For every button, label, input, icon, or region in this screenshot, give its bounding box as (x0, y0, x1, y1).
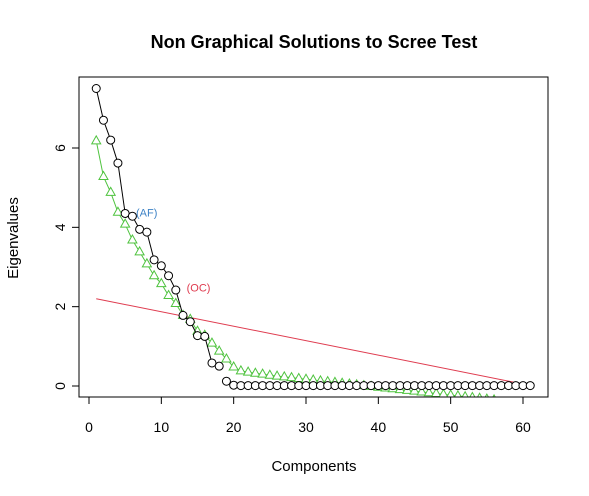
af-point (257, 368, 268, 378)
af-point (293, 372, 305, 382)
af-point (264, 369, 276, 379)
af-point (228, 360, 240, 371)
af-point (461, 390, 469, 397)
oc-annotation: (OC) (187, 283, 211, 295)
af-point (476, 392, 483, 397)
eigenvalue-point (221, 376, 231, 386)
eigenvalue-point (127, 211, 137, 221)
reference-line (96, 298, 524, 385)
af-point (286, 371, 297, 382)
eigenvalue-point (156, 261, 166, 271)
af-point (127, 234, 138, 244)
eigenvalue-point (178, 310, 188, 320)
eigenvalue-point (149, 255, 159, 265)
x-tick-label: 10 (154, 419, 170, 435)
af-point (446, 389, 456, 397)
af-point (170, 297, 182, 307)
eigenvalue-point (200, 331, 210, 341)
x-axis-label: Components (271, 458, 356, 475)
af-point (250, 367, 261, 377)
af-point (423, 386, 435, 397)
af-point (112, 206, 124, 216)
x-tick-label: 0 (85, 419, 93, 435)
af-series-line (95, 140, 473, 397)
eigenvalue-point (113, 158, 123, 168)
eigenvalue-point (164, 271, 174, 281)
af-point (134, 245, 145, 256)
af-point (105, 186, 117, 196)
eigenvalue-point (207, 358, 217, 368)
af-point (98, 170, 109, 181)
plot-box (78, 76, 549, 398)
af-point (119, 218, 131, 228)
eigenvalue-point (214, 361, 224, 371)
eigenvalue-point (525, 381, 535, 391)
af-point (141, 257, 153, 268)
plot-clip-group (90, 84, 535, 397)
af-point (155, 277, 167, 288)
af-point (492, 393, 496, 397)
af-point (438, 388, 449, 397)
eigenvalue-point (171, 285, 181, 295)
af-point (213, 345, 225, 355)
af-point (90, 134, 102, 145)
chart-title: Non Graphical Solutions to Scree Test (151, 32, 478, 52)
af-point (416, 385, 428, 396)
x-tick-label: 20 (226, 419, 242, 435)
y-tick-label: 4 (52, 223, 68, 231)
af-point (300, 373, 312, 383)
af-point (484, 393, 490, 397)
af-point (235, 364, 247, 375)
af-point (148, 269, 160, 280)
x-tick-label: 50 (443, 419, 459, 435)
af-point (409, 385, 420, 395)
af-point (221, 353, 232, 363)
af-point (271, 370, 283, 380)
eigenvalue-point (106, 135, 116, 145)
eigenvalue-point (193, 331, 202, 341)
y-axis-label: Eigenvalues (5, 197, 22, 279)
x-tick-label: 40 (371, 419, 387, 435)
af-point (453, 389, 462, 397)
y-tick-label: 6 (52, 144, 68, 152)
y-tick-label: 2 (52, 303, 68, 311)
y-tick-label: 0 (52, 382, 68, 390)
plot-area: (AF) (OC) (90, 84, 535, 397)
af-point (242, 366, 254, 376)
x-tick-label: 60 (515, 419, 531, 435)
eigenvalue-point (142, 227, 152, 237)
eigenvalue-point (185, 317, 195, 327)
af-point (206, 337, 218, 347)
af-point (278, 370, 290, 381)
axes: 0 10 20 30 40 50 60 0 2 4 6 (52, 76, 549, 435)
eigenvalue-point (91, 84, 101, 93)
eigenvalue-point (98, 115, 108, 125)
af-annotation: (AF) (136, 207, 157, 219)
x-tick-label: 30 (298, 419, 314, 435)
af-point (163, 289, 174, 300)
